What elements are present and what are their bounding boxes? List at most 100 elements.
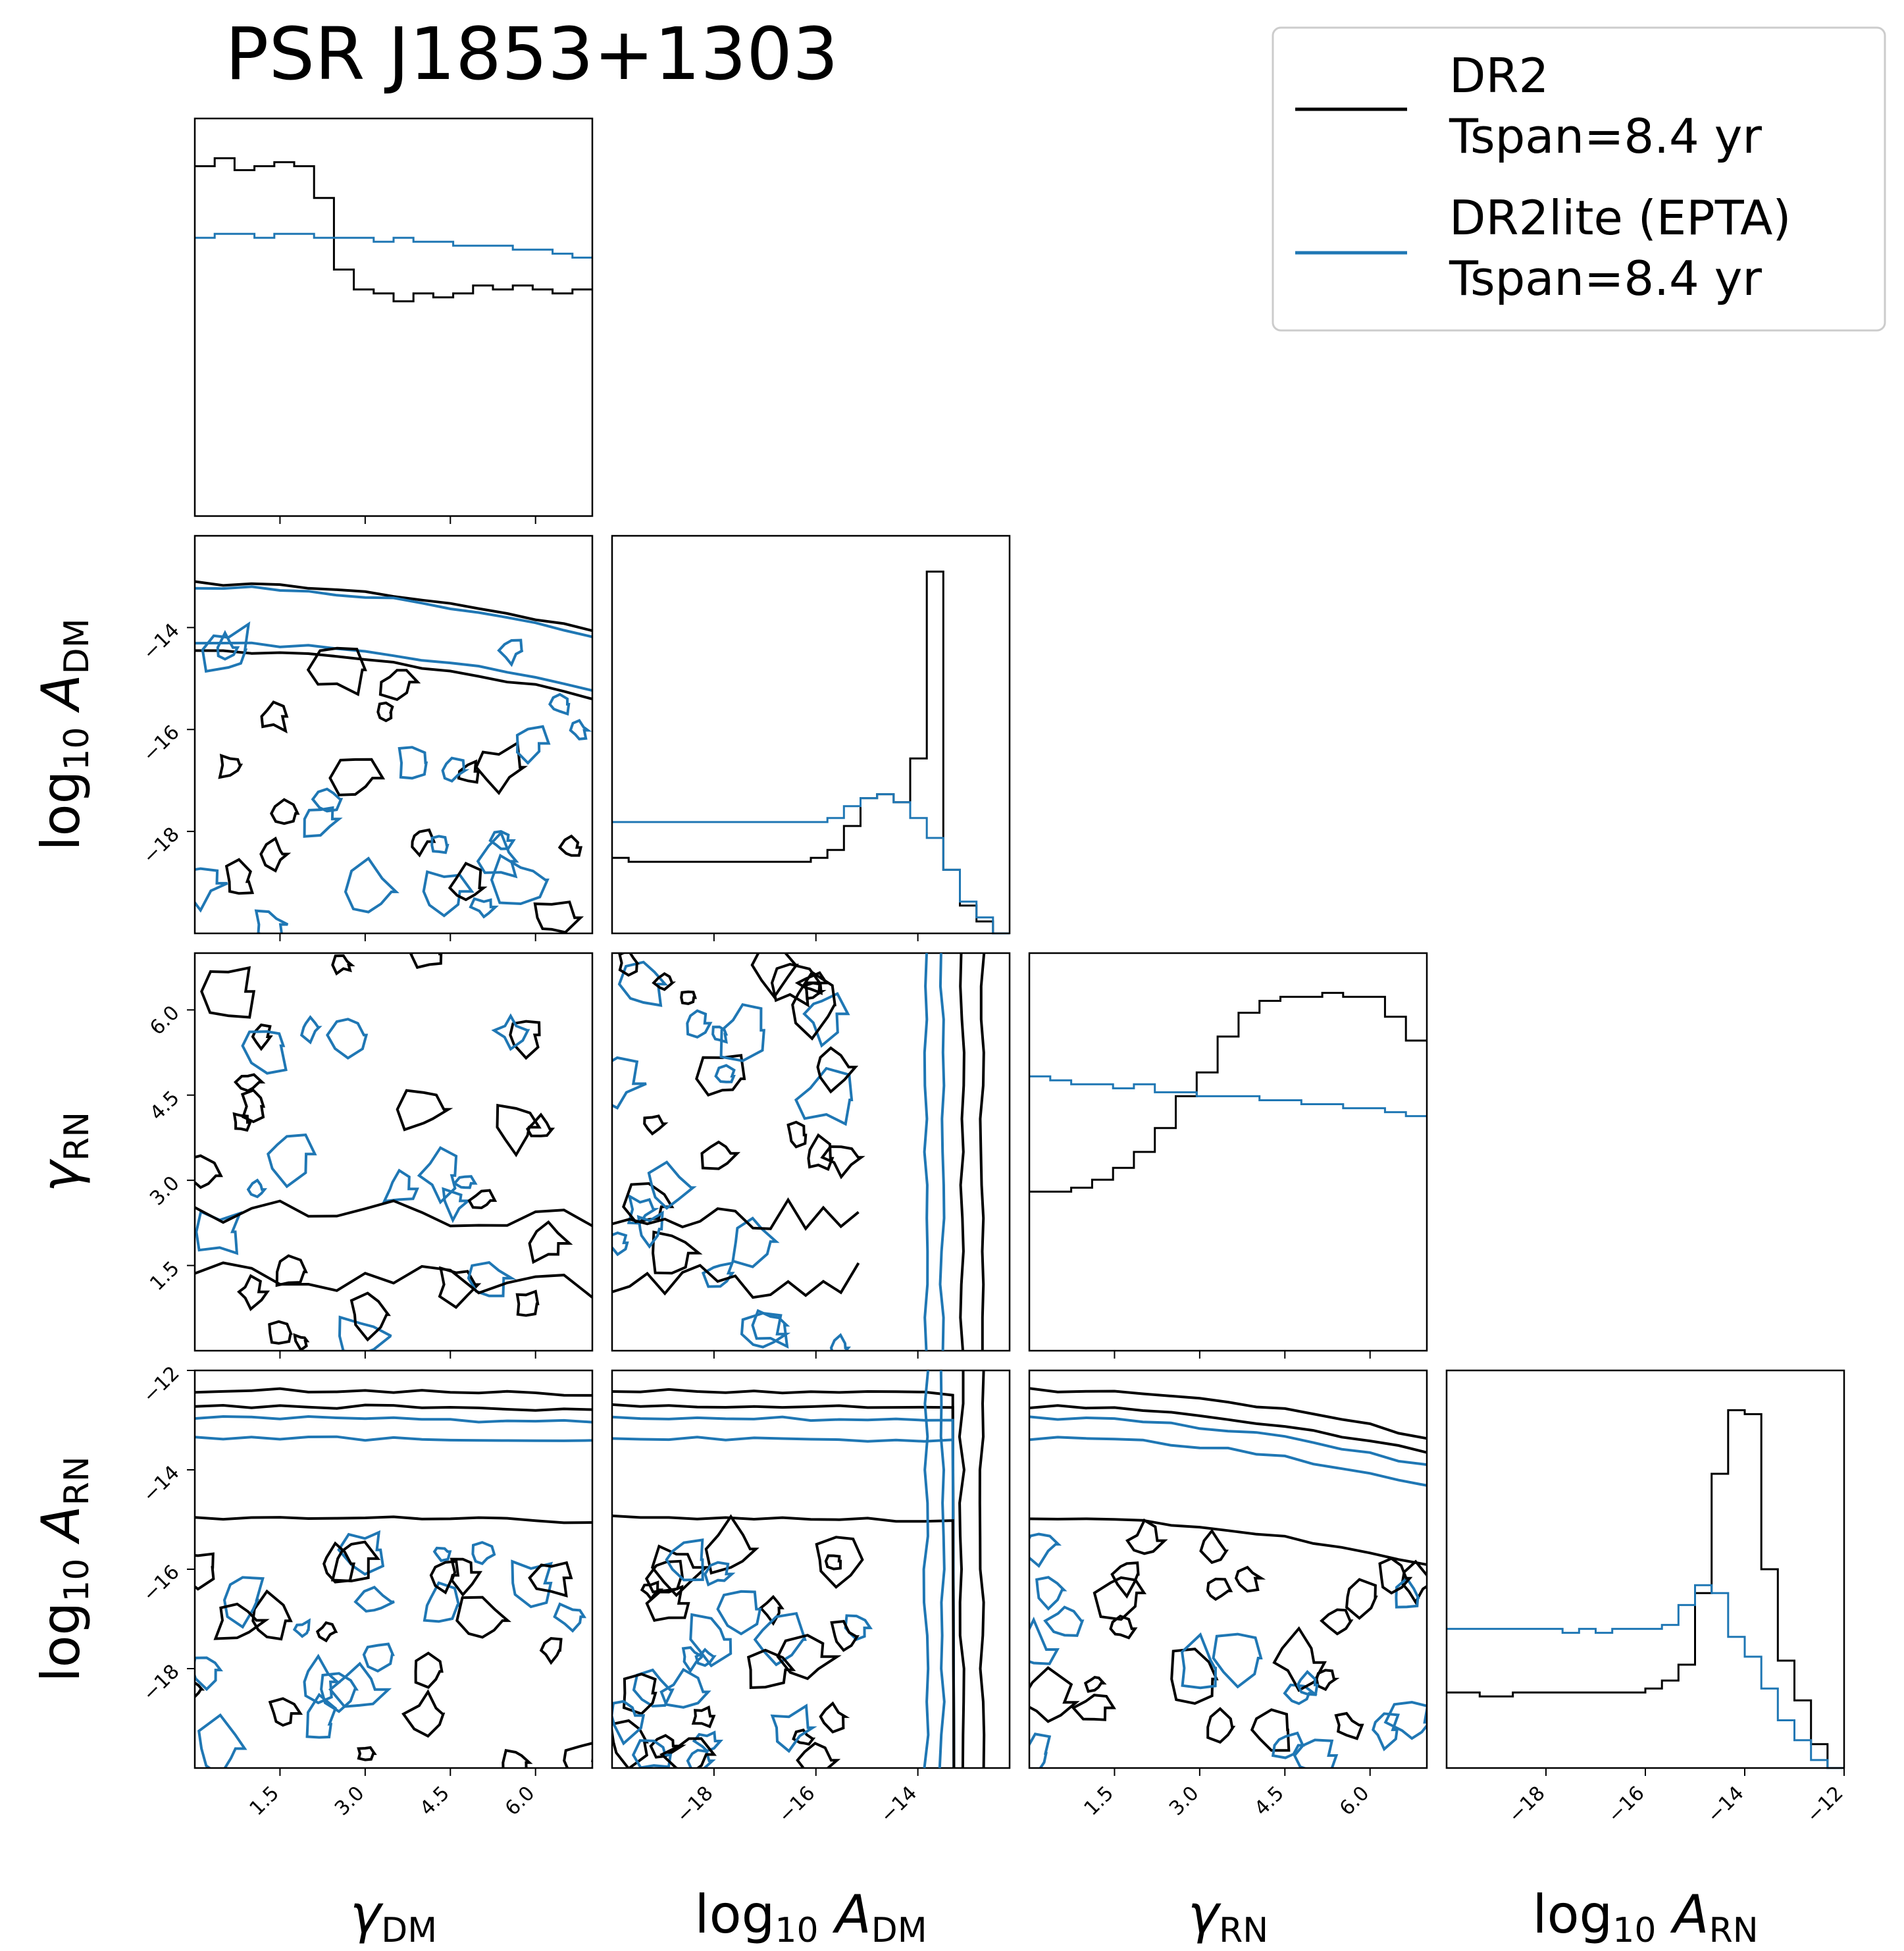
contour-blob	[731, 1216, 780, 1268]
contour-blob	[829, 1333, 852, 1351]
contour-boundary	[923, 952, 929, 1351]
contour-blob	[1083, 1675, 1107, 1693]
contour-blob	[267, 1133, 317, 1189]
contour-blob	[792, 1729, 816, 1746]
contour-blob	[617, 960, 669, 1007]
x-axis-label-1: log10 ADM	[694, 1884, 927, 1950]
contour-blob	[497, 638, 524, 667]
x-tick-label: −12	[1802, 1782, 1848, 1828]
contour-level	[612, 1388, 956, 1768]
contour-blob	[1315, 1669, 1340, 1692]
panel-frame	[611, 1369, 1011, 1769]
contour-blob	[417, 1146, 458, 1205]
contour-blob	[1395, 1576, 1420, 1609]
contour-blob	[382, 1168, 419, 1203]
contour-blob	[528, 1220, 573, 1264]
x-tick-label: 3.0	[1165, 1782, 1203, 1820]
contour-blob	[251, 1589, 293, 1641]
contour-blob	[246, 1178, 268, 1199]
contour-blob	[1212, 1632, 1263, 1689]
contour-blob	[533, 900, 584, 933]
contour-blob	[794, 1066, 854, 1126]
histogram-dr2-2	[1029, 991, 1427, 1193]
x-tick-label: −14	[1703, 1782, 1749, 1828]
contour-blob	[659, 1737, 717, 1768]
y-tick-label: 4.5	[145, 1087, 184, 1125]
contour-blob	[237, 1274, 270, 1311]
contour-blob	[1029, 1616, 1060, 1665]
contour-blob	[222, 1576, 265, 1629]
contour-level	[1029, 1517, 1427, 1566]
contour-blob	[1206, 1577, 1233, 1601]
panel-frame	[193, 952, 594, 1352]
contour-blob	[401, 1689, 446, 1738]
contour-blob	[1029, 1666, 1080, 1723]
contour-blob	[268, 1320, 293, 1345]
contour-blob	[1180, 1632, 1218, 1690]
panel-frame	[611, 952, 1011, 1352]
contour-blob	[452, 1175, 478, 1189]
contour-blob	[665, 1538, 704, 1582]
contour-blob	[791, 970, 836, 1041]
contour-blob	[751, 1309, 790, 1349]
legend-label-dr2: DR2	[1449, 48, 1549, 103]
contour-blob	[612, 1056, 647, 1110]
contour-blob	[432, 1546, 452, 1563]
contour-blob	[714, 1064, 736, 1083]
contour-blob	[326, 1018, 369, 1060]
contour-boundary	[978, 1370, 986, 1769]
contour-blob	[796, 1742, 841, 1768]
contour-blob	[259, 836, 292, 873]
panel-frame	[193, 117, 594, 517]
x-axis-label-0: γDM	[350, 1884, 437, 1950]
contour-level	[195, 649, 592, 700]
contour-level	[1029, 1404, 1427, 1454]
contour-blob	[1378, 1557, 1413, 1595]
contour-blob	[455, 1596, 512, 1639]
y-tick-label: 3.0	[145, 1172, 184, 1210]
contour-level	[1029, 1436, 1427, 1487]
contour-level	[195, 585, 592, 638]
contour-blob	[195, 1656, 224, 1692]
panel-frame	[1028, 952, 1428, 1352]
contour-blob	[467, 1261, 517, 1297]
contour-blob	[1320, 1608, 1354, 1636]
contour-blob	[322, 1541, 355, 1584]
y-axis-label-2: γRN	[30, 1112, 97, 1192]
contour-blob	[338, 1315, 392, 1351]
contour-blob	[1170, 1648, 1219, 1705]
contour-blob	[429, 1559, 460, 1595]
contour-level	[612, 1403, 956, 1768]
contour-blob	[563, 1742, 592, 1768]
contour-blob	[268, 1697, 303, 1727]
contour-blob	[240, 1089, 266, 1124]
contour-blob	[815, 1536, 864, 1589]
contour-blob	[448, 862, 488, 902]
histogram-dr2-3	[1447, 1409, 1844, 1769]
histogram-dr2-0	[195, 157, 592, 303]
contour-blob	[450, 1557, 483, 1597]
contour-blob	[692, 1730, 724, 1753]
panel-0-0	[193, 117, 594, 517]
contour-level	[195, 1403, 592, 1412]
contour-blob	[652, 972, 677, 991]
contour-blob	[759, 1594, 785, 1626]
contour-blob	[490, 853, 550, 906]
contour-blob	[694, 1648, 717, 1667]
contour-blob	[640, 1580, 664, 1601]
contour-blob	[1345, 1578, 1378, 1621]
contour-blob	[686, 1009, 713, 1039]
contour-blob	[711, 1026, 729, 1044]
contour-blob	[1283, 1683, 1318, 1705]
contour-blob	[539, 1637, 563, 1665]
contour-blob	[414, 1652, 444, 1689]
histogram-dr2lite-0	[195, 232, 592, 259]
y-tick-label: −18	[138, 1660, 184, 1706]
contour-blob	[776, 1634, 842, 1680]
contours-2-1	[612, 953, 865, 1351]
panel-frame	[193, 534, 594, 935]
contour-blob	[1029, 1732, 1052, 1768]
contour-blob	[750, 953, 800, 999]
contour-blob	[830, 1619, 860, 1652]
contour-blob	[548, 692, 571, 716]
